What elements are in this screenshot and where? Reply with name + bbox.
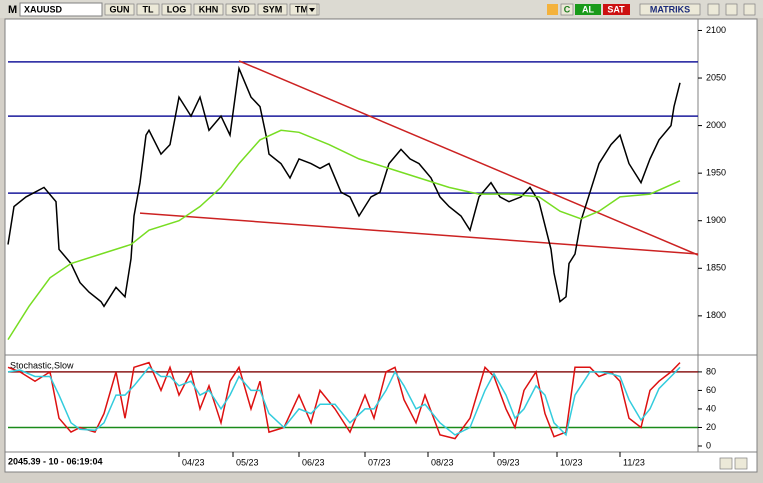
y-tick-label: 20 (706, 422, 716, 432)
win-btn[interactable] (707, 3, 720, 16)
status: 2045.39 - 10 - 06:19:04 (8, 456, 103, 466)
series-line (7, 366, 681, 437)
brand: MATRIKS (650, 4, 690, 14)
logo: M (8, 4, 17, 16)
indicator-title: Stochastic,Slow (10, 360, 74, 370)
brand-box (639, 3, 701, 16)
scroll-btn[interactable] (734, 457, 748, 470)
c-button[interactable] (560, 3, 574, 16)
buy-button[interactable] (575, 4, 601, 15)
toolbar-button-label: KHN (199, 4, 219, 14)
c-label: C (564, 4, 571, 14)
y-tick-label: 80 (706, 366, 716, 376)
x-tick-label: 07/23 (368, 457, 391, 467)
symbol-box[interactable] (19, 2, 103, 17)
icon[interactable] (547, 4, 558, 15)
toolbar-button[interactable] (104, 3, 135, 16)
toolbar-button-label: TL (143, 4, 154, 14)
sell-label: SAT (607, 4, 625, 14)
y-tick-label: 2050 (706, 72, 726, 82)
x-tick-label: 10/23 (560, 457, 583, 467)
y-tick-label: 60 (706, 385, 716, 395)
trend-line (238, 60, 699, 256)
buy-label: AL (582, 4, 594, 14)
y-tick-label: 2100 (706, 25, 726, 35)
series-line (7, 65, 681, 308)
toolbar-button[interactable] (257, 3, 288, 16)
x-axis-band (4, 451, 758, 473)
x-tick-label: 11/23 (623, 457, 645, 467)
y-tick-label: 40 (706, 403, 716, 413)
series-line (7, 129, 681, 341)
toolbar-button[interactable] (161, 3, 192, 16)
toolbar-button-label: SYM (263, 4, 283, 14)
toolbar-button[interactable] (193, 3, 224, 16)
plot-frame (4, 18, 758, 453)
y-tick-label: 1900 (706, 215, 726, 225)
y-tick-label: 1850 (706, 263, 726, 273)
sell-button[interactable] (603, 4, 630, 15)
x-tick-label: 09/23 (497, 457, 520, 467)
series-line (7, 361, 681, 440)
x-tick-label: 05/23 (236, 457, 259, 467)
win-btn[interactable] (725, 3, 738, 16)
x-tick-label: 04/23 (182, 457, 205, 467)
toolbar-button[interactable] (289, 3, 320, 16)
toolbar-button-label: LOG (167, 4, 187, 14)
y-tick-label: 1950 (706, 168, 726, 178)
y-tick-label: 1800 (706, 310, 726, 320)
scroll-btn[interactable] (719, 457, 733, 470)
toolbar-button-label: GUN (110, 4, 130, 14)
toolbar-button-label: SVD (231, 4, 250, 14)
dropdown-arrow (309, 8, 315, 12)
win-btn[interactable] (743, 3, 756, 16)
x-tick-label: 06/23 (302, 457, 325, 467)
toolbar-button-label: TMP (295, 4, 314, 14)
y-tick-label: 0 (706, 440, 711, 450)
symbol: XAUUSD (24, 4, 63, 14)
buttons: GUN TL LOG KHN SVD SYM TMP (104, 3, 320, 16)
x-tick-label: 08/23 (431, 457, 454, 467)
y-tick-label: 2000 (706, 120, 726, 130)
toolbar-button[interactable] (136, 3, 160, 16)
trend-line (139, 212, 699, 255)
toolbar-button[interactable] (225, 3, 256, 16)
